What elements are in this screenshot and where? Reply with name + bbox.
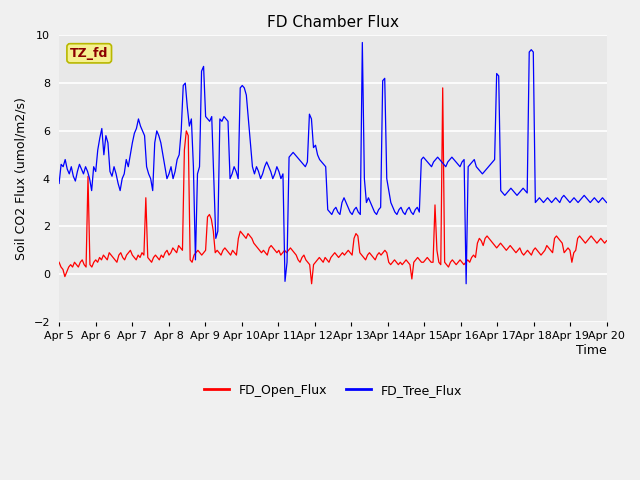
Legend: FD_Open_Flux, FD_Tree_Flux: FD_Open_Flux, FD_Tree_Flux bbox=[198, 379, 467, 402]
X-axis label: Time: Time bbox=[576, 344, 607, 357]
Title: FD Chamber Flux: FD Chamber Flux bbox=[267, 15, 399, 30]
Y-axis label: Soil CO2 Flux (umol/m2/s): Soil CO2 Flux (umol/m2/s) bbox=[15, 97, 28, 260]
Text: TZ_fd: TZ_fd bbox=[70, 47, 108, 60]
